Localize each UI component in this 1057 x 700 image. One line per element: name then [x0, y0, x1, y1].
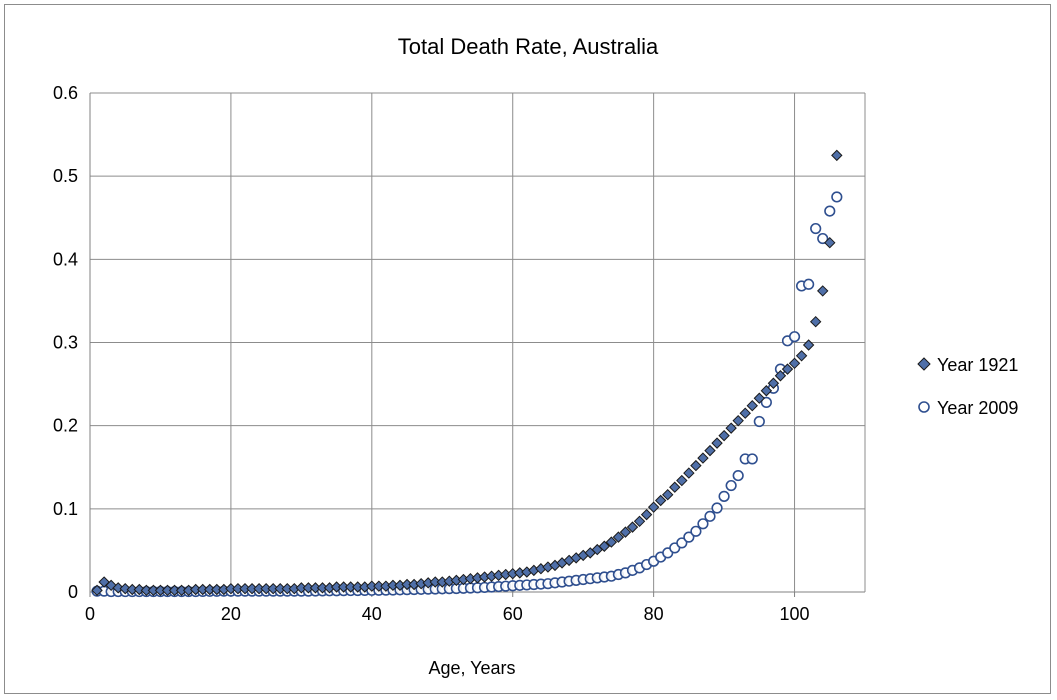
grid: [89, 92, 866, 597]
point-1921: [690, 459, 702, 472]
y-axis-ticks: 0 0.1 0.2 0.3 0.4 0.5 0.6: [53, 83, 78, 602]
legend: Year 1921 Year 2009: [917, 355, 1018, 418]
point-1921: [753, 392, 766, 404]
point-1921: [704, 444, 716, 457]
point-1921: [640, 508, 653, 521]
point-1921: [781, 363, 794, 375]
point-1921: [718, 429, 730, 442]
point-2009: [676, 537, 688, 549]
point-1921: [711, 437, 723, 449]
point-2009: [810, 222, 822, 235]
point-1921: [112, 582, 124, 594]
point-1921: [662, 488, 674, 501]
x-tick-label: 20: [221, 604, 241, 624]
x-axis-ticks: 0 20 40 60 80 100: [85, 604, 810, 624]
point-1921: [598, 540, 611, 552]
point-1921: [119, 582, 131, 595]
data-points: [91, 149, 843, 598]
point-1921: [824, 236, 836, 249]
chart-frame: [4, 4, 1051, 694]
point-2009: [803, 278, 815, 290]
point-2009: [732, 469, 744, 482]
series-year-1921: [91, 149, 843, 597]
legend-item-2009: Year 2009: [918, 398, 1018, 418]
point-1921: [619, 526, 632, 538]
point-2009: [725, 479, 737, 492]
legend-label-2009: Year 2009: [937, 398, 1018, 418]
point-1921: [676, 474, 688, 487]
point-1921: [788, 357, 801, 369]
point-2009: [824, 205, 836, 217]
x-tick-label: 80: [644, 604, 664, 624]
point-2009: [718, 490, 730, 502]
point-1921: [605, 536, 618, 548]
series-year-2009: [91, 191, 843, 598]
y-tick-label: 0.3: [53, 333, 78, 353]
point-2009: [711, 502, 723, 514]
point-1921: [633, 515, 646, 528]
point-1921: [802, 339, 815, 351]
point-1921: [831, 149, 843, 162]
y-tick-label: 0.1: [53, 499, 78, 519]
point-2009: [817, 232, 829, 245]
legend-item-1921: Year 1921: [917, 355, 1018, 375]
point-1921: [817, 285, 829, 297]
point-1921: [654, 494, 667, 507]
point-1921: [91, 584, 103, 597]
point-1921: [612, 531, 625, 543]
legend-marker-2009: [918, 401, 930, 413]
point-2009: [831, 191, 843, 203]
x-tick-label: 0: [85, 604, 95, 624]
y-tick-label: 0.5: [53, 166, 78, 186]
point-2009: [683, 531, 695, 543]
point-1921: [809, 316, 822, 328]
x-tick-label: 100: [780, 604, 810, 624]
point-1921: [739, 407, 751, 419]
point-1921: [647, 501, 660, 513]
y-tick-label: 0.6: [53, 83, 78, 103]
point-2009: [760, 396, 772, 408]
y-tick-label: 0.4: [53, 249, 78, 269]
point-1921: [732, 414, 744, 427]
point-1921: [683, 467, 695, 479]
point-2009: [746, 453, 758, 465]
point-1921: [725, 422, 737, 434]
x-tick-label: 60: [503, 604, 523, 624]
point-2009: [690, 525, 702, 537]
point-1921: [669, 481, 681, 493]
x-tick-label: 40: [362, 604, 382, 624]
x-axis-title: Age, Years: [428, 658, 515, 678]
point-2009: [788, 331, 801, 343]
chart-title: Total Death Rate, Australia: [398, 34, 659, 59]
point-1921: [98, 576, 110, 588]
point-2009: [704, 510, 716, 522]
point-1921: [746, 399, 758, 412]
point-1921: [133, 583, 146, 596]
point-2009: [697, 518, 709, 530]
point-1921: [795, 350, 808, 362]
point-1921: [626, 521, 639, 533]
point-1921: [697, 452, 709, 464]
point-2009: [753, 415, 765, 428]
y-tick-label: 0: [68, 582, 78, 602]
point-1921: [774, 370, 787, 382]
y-tick-label: 0.2: [53, 416, 78, 436]
legend-marker-1921: [917, 357, 931, 371]
legend-label-1921: Year 1921: [937, 355, 1018, 375]
point-1921: [767, 377, 780, 389]
point-1921: [760, 385, 773, 397]
